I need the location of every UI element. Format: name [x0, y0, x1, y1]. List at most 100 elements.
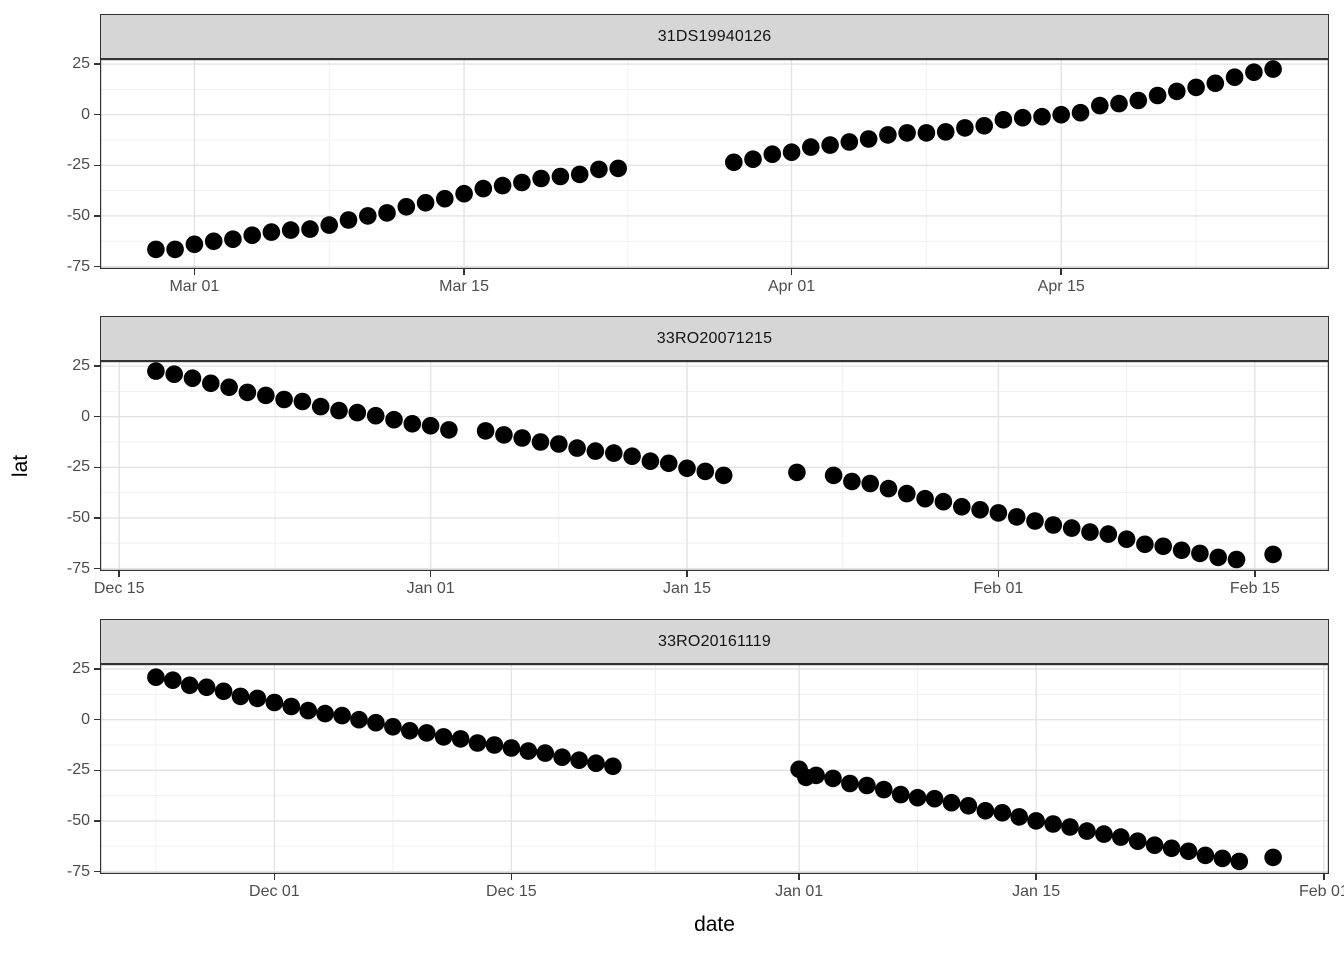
y-tick-label: -50	[66, 811, 90, 829]
data-point	[994, 111, 1013, 129]
data-point	[262, 223, 281, 241]
data-point	[1225, 68, 1244, 86]
data-point	[1095, 825, 1113, 843]
data-point	[531, 433, 550, 451]
data-point	[282, 697, 301, 716]
y-tick-label: 0	[81, 105, 90, 123]
data-point	[570, 751, 588, 769]
data-point	[147, 240, 165, 259]
data-point	[436, 189, 454, 208]
y-tick-label: -25	[66, 156, 90, 174]
data-point	[782, 143, 801, 161]
x-tick-mark	[463, 269, 465, 275]
y-tick-mark	[94, 668, 100, 670]
data-point	[513, 429, 531, 447]
data-point	[744, 150, 762, 168]
x-tick-label: Feb 15	[1229, 580, 1280, 597]
data-point	[807, 766, 825, 785]
data-point	[265, 693, 284, 712]
y-tick-label: -75	[66, 862, 90, 880]
facet-strip-2: 33RO20071215	[100, 316, 1329, 361]
panel-plot-2	[100, 361, 1329, 571]
data-point	[908, 788, 927, 807]
data-point	[311, 397, 330, 416]
data-point	[1264, 848, 1282, 867]
data-point	[197, 678, 216, 697]
data-point	[1112, 828, 1130, 846]
x-tick-mark	[997, 571, 1000, 577]
data-point	[1179, 842, 1198, 861]
x-tick-mark	[510, 874, 513, 880]
y-tick-label: 0	[81, 710, 90, 728]
y-tick-label: -25	[66, 761, 90, 779]
data-point	[1264, 545, 1282, 564]
x-tick-mark	[1060, 269, 1062, 275]
data-point	[993, 804, 1012, 822]
data-point	[898, 124, 916, 142]
data-point	[1206, 74, 1225, 93]
data-point	[301, 220, 319, 238]
data-point	[320, 216, 338, 234]
x-tick-mark	[790, 269, 793, 275]
y-tick-mark	[94, 265, 100, 268]
data-point	[359, 207, 377, 225]
y-tick-mark	[94, 63, 100, 65]
data-point	[180, 676, 199, 695]
data-point	[1191, 544, 1209, 563]
data-point	[350, 710, 368, 729]
data-point	[147, 668, 165, 686]
y-tick-label: 25	[72, 55, 90, 73]
data-point	[451, 730, 470, 748]
data-point	[936, 123, 955, 141]
data-point	[1264, 60, 1282, 78]
x-tick-label: Jan 15	[1012, 883, 1061, 900]
data-point	[725, 153, 743, 172]
x-tick-mark	[273, 874, 276, 880]
data-point	[1168, 82, 1186, 101]
y-tick-mark	[94, 164, 100, 167]
facet-strip-1: 31DS19940126	[100, 14, 1329, 59]
data-point	[502, 739, 521, 757]
data-point	[513, 173, 531, 192]
data-point	[605, 444, 623, 462]
x-tick-label: Dec 15	[93, 580, 145, 597]
x-tick-mark	[193, 269, 196, 275]
x-tick-label: Dec 15	[486, 883, 537, 900]
data-point	[959, 797, 978, 815]
data-point	[916, 489, 934, 508]
y-tick-label: 25	[72, 660, 90, 678]
data-point	[678, 459, 696, 478]
data-point	[1081, 523, 1099, 541]
data-point	[714, 466, 733, 485]
panel-background	[100, 59, 1329, 269]
x-tick-label: Apr 01	[767, 278, 816, 295]
data-point	[519, 742, 538, 760]
data-point	[568, 439, 586, 457]
data-point	[1078, 822, 1096, 840]
y-tick-mark	[94, 769, 100, 772]
data-point	[879, 479, 898, 498]
data-point	[1052, 105, 1070, 124]
data-point	[1172, 541, 1191, 560]
data-point	[875, 780, 893, 799]
data-point	[536, 744, 554, 762]
data-point	[586, 442, 605, 460]
data-point	[532, 169, 550, 188]
data-point	[1129, 91, 1148, 110]
data-point	[1213, 849, 1232, 868]
data-point	[366, 406, 385, 425]
x-tick-label: Feb 01	[973, 580, 1024, 597]
data-point	[1044, 516, 1063, 534]
y-tick-mark	[94, 567, 100, 570]
data-point	[1148, 86, 1167, 105]
data-point	[1027, 812, 1045, 830]
y-tick-mark	[94, 820, 100, 822]
data-point	[641, 452, 660, 470]
x-tick-label: Mar 15	[439, 278, 489, 295]
data-point	[696, 462, 715, 481]
data-point	[231, 687, 250, 706]
data-point	[843, 472, 861, 491]
data-point	[476, 422, 495, 440]
x-tick-label: Mar 01	[169, 278, 220, 295]
data-point	[397, 198, 416, 216]
